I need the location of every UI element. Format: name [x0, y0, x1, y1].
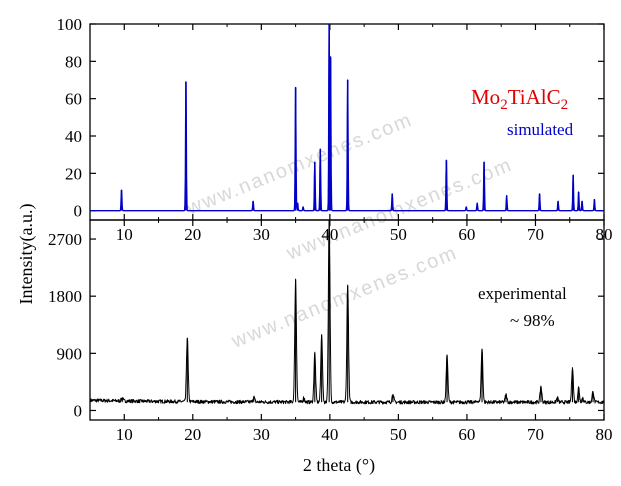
x-tick-label: 20: [184, 225, 201, 244]
y-axis-title: Intensity(a.u.): [16, 204, 37, 305]
experimental-panel: 10 20 30 40 50 60 70 80 0 900 1800 2700: [48, 220, 613, 444]
x-tick-label: 50: [390, 425, 407, 444]
y-tick-label: 60: [65, 90, 82, 109]
formula-mid: TiAlC: [508, 85, 561, 109]
x-tick-label: 40: [321, 425, 338, 444]
x-tick-label: 60: [458, 225, 475, 244]
y-tick-label: 1800: [48, 287, 82, 306]
x-axis-title: 2 theta (°): [303, 455, 375, 476]
formula-sub1: 2: [500, 97, 508, 113]
y-tick-label: 900: [57, 344, 83, 363]
x-tick-label: 50: [390, 225, 407, 244]
x-tick-label: 80: [596, 425, 613, 444]
x-tick-label: 20: [184, 425, 201, 444]
formula-sub2: 2: [561, 97, 569, 113]
y-tick-label: 20: [65, 164, 82, 183]
x-tick-label: 10: [116, 425, 133, 444]
x-tick-label: 30: [253, 225, 270, 244]
experimental-label: experimental: [478, 284, 567, 303]
watermark-text: www.nanomxenes.com: [283, 154, 516, 265]
x-tick-label: 30: [253, 425, 270, 444]
simulated-label: simulated: [507, 120, 574, 139]
y-tick-label: 0: [74, 202, 83, 221]
y-tick-label: 2700: [48, 230, 82, 249]
watermark-text: www.nanomxenes.com: [183, 109, 416, 220]
watermark-text: www.nanomxenes.com: [228, 242, 461, 353]
x-tick-label: 70: [527, 225, 544, 244]
x-tick-label: 60: [458, 425, 475, 444]
y-tick-label: 100: [57, 15, 83, 34]
y-tick-label: 40: [65, 127, 82, 146]
x-tick-label: 10: [116, 225, 133, 244]
y-tick-label: 80: [65, 52, 82, 71]
x-tick-label: 70: [527, 425, 544, 444]
formula-main: Mo: [471, 85, 500, 109]
formula-label: Mo2TiAlC2: [471, 85, 568, 113]
y-tick-label: 0: [74, 401, 83, 420]
purity-label: ~ 98%: [510, 311, 555, 330]
